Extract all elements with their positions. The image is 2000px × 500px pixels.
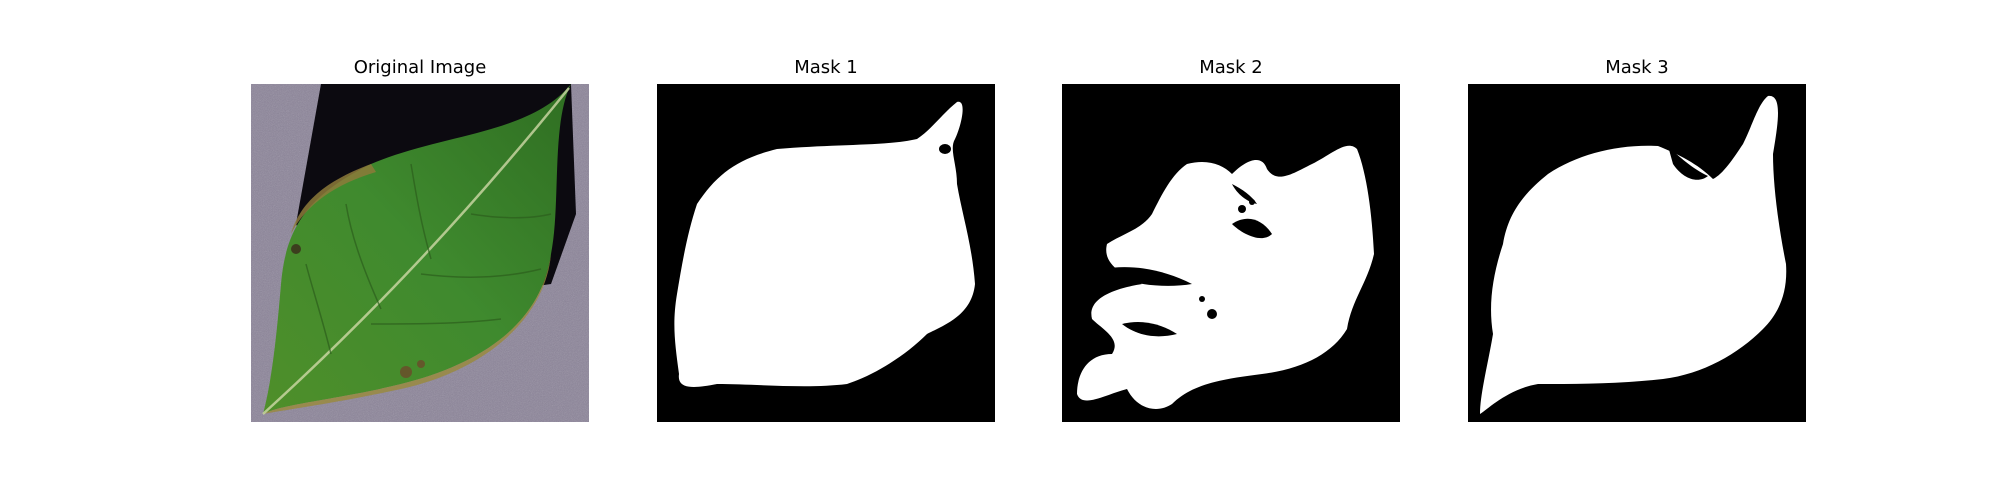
original-image [251,84,589,422]
mask-2-shape [1062,84,1400,422]
panel-title-original: Original Image [353,57,487,78]
mask-3-image [1468,84,1806,422]
panel-title-mask-1: Mask 1 [794,57,858,78]
mask-1-shape [657,84,995,422]
mask-1-image [657,84,995,422]
mask-3-shape [1468,84,1806,422]
mask-2-image [1062,84,1400,422]
panel-title-mask-2: Mask 2 [1199,57,1263,78]
leaf-photo [251,84,589,422]
panel-title-mask-3: Mask 3 [1605,57,1669,78]
